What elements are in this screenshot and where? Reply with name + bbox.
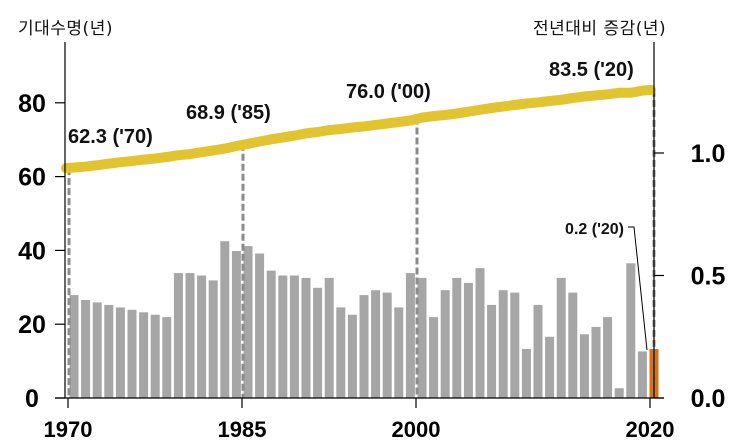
bar-1981 [197,275,207,398]
bar-1990 [301,277,311,398]
left-tick-label: 80 [18,90,46,118]
bar-2015 [591,326,601,398]
right-tick-label: 1.0 [691,140,726,168]
x-tick-label: 2020 [626,417,675,442]
life-expectancy-polyline [61,84,656,174]
x-tick-label: 1985 [218,417,267,442]
bar-2002 [440,290,450,398]
bar-2006 [487,304,497,398]
bar-1983 [220,241,230,398]
bar-1979 [173,273,183,399]
bar-2003 [452,277,462,398]
right-tick-label: 0.0 [691,385,726,413]
yearly-change-bars [69,241,659,399]
bar-2012 [556,277,566,398]
left-axis-title: 기대수명(년) [18,19,113,39]
bar-1976 [139,312,149,399]
life-expectancy-line [61,84,656,174]
x-tick-label: 1970 [44,417,93,442]
bar-1973 [104,304,114,398]
annotation-label: 68.9 ('85) [186,102,271,124]
bar-1972 [92,302,102,398]
bar-2001 [429,317,439,398]
bar-1971 [81,300,91,398]
bar-1994 [347,314,357,398]
bar-1998 [394,307,404,399]
bar-1985 [243,246,253,398]
left-tick-label: 40 [18,237,46,265]
bar-1980 [185,273,195,399]
bar-2004 [463,282,473,398]
bar-1999 [405,273,415,399]
right-axis-title: 전년대비 증감(년) [533,19,667,39]
left-tick-label: 0 [25,385,39,413]
bar-1978 [162,317,172,398]
bar-1989 [289,275,299,398]
bar-2019 [637,351,647,398]
bar-2018 [626,263,636,399]
bar-2005 [475,268,485,398]
bar-1975 [127,309,137,398]
bar-1997 [382,292,392,398]
bar-1991 [313,287,323,399]
annotation-label: 62.3 ('70) [68,126,153,148]
annotation-label: 76.0 ('00) [346,81,431,103]
bar-2008 [510,292,520,398]
annotation-label: 83.5 ('20) [549,59,634,81]
bar-1970 [69,295,79,398]
bar-2014 [579,334,589,398]
bar-2013 [568,292,578,398]
bar-1988 [278,275,288,398]
bar-1974 [115,307,125,399]
annotation-leader-line [628,226,648,351]
annotation-label: 0.2 ('20) [565,221,624,238]
bar-2009 [521,349,531,398]
bar-2011 [545,336,555,399]
bar-1977 [150,314,160,398]
bar-1982 [208,280,218,398]
bar-2010 [533,304,543,398]
left-tick-label: 60 [18,164,46,192]
bar-2007 [498,290,508,398]
bar-1993 [336,307,346,399]
bar-2017 [614,388,624,398]
bar-2000 [417,277,427,398]
left-tick-label: 20 [18,311,46,339]
annotations: 62.3 ('70) 68.9 ('85) 76.0 ('00) 83.5 ('20)… [68,59,648,351]
bar-1992 [324,277,334,398]
bar-1995 [359,295,369,398]
bar-1984 [231,251,241,398]
bar-1996 [371,290,381,398]
axes: 0 20 40 60 80 0.0 0.5 1.0 1970 1985 2000 2020 [18,42,725,442]
right-tick-label: 0.5 [691,263,726,291]
bar-1987 [266,270,276,398]
x-tick-label: 2000 [392,417,441,442]
bar-1986 [255,253,265,398]
bar-2016 [603,317,613,398]
